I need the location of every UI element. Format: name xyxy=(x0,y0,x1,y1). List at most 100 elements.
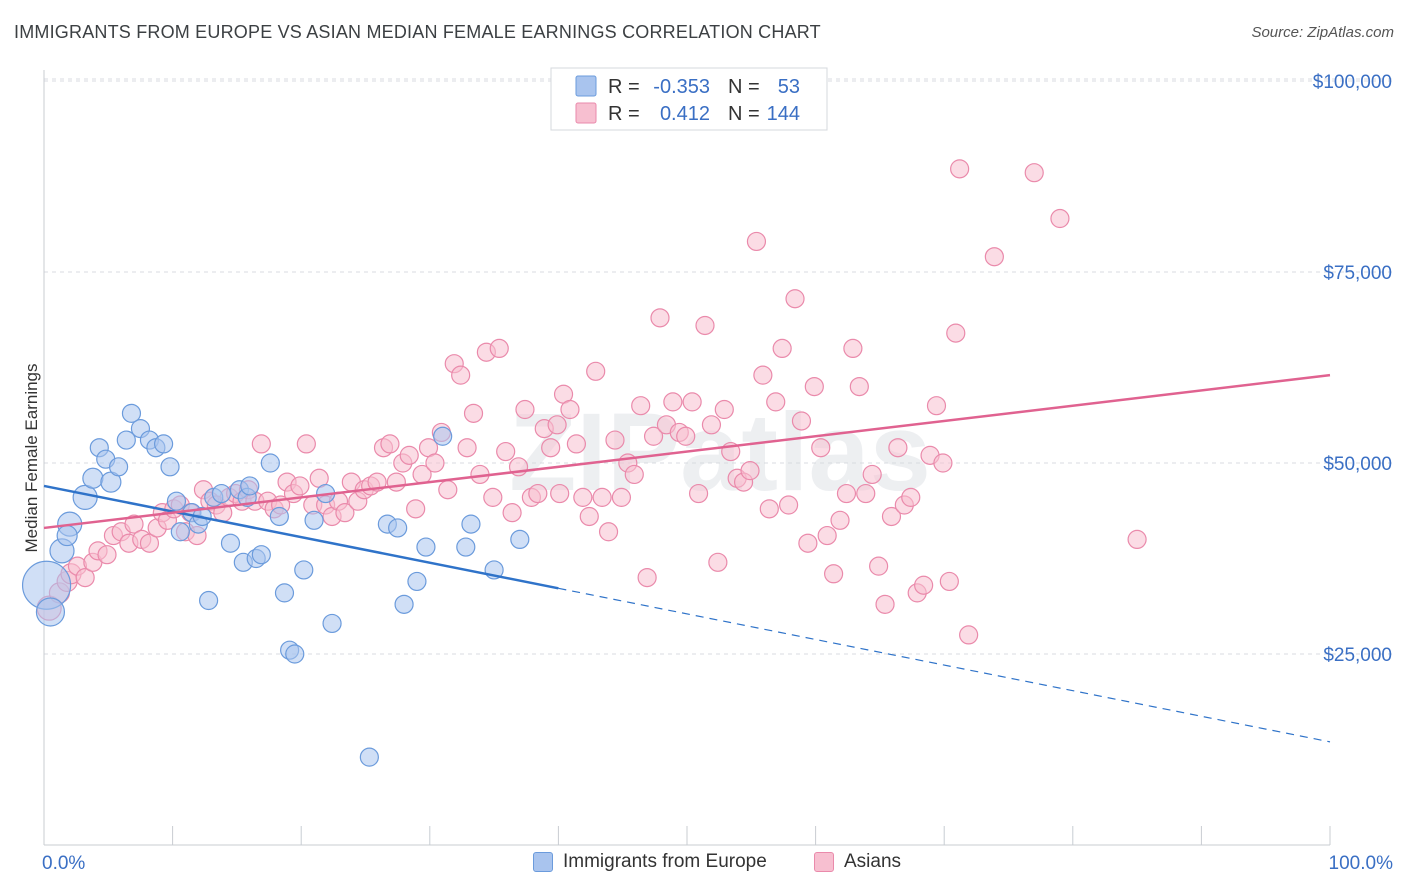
point-asian-39 xyxy=(296,434,316,454)
point-asian-128 xyxy=(869,556,889,576)
point-europe-4 xyxy=(56,524,78,547)
legend-n-label-2: N = xyxy=(728,103,760,125)
y-axis-label: Median Female Earnings xyxy=(22,364,41,553)
series-immigrants-from-europe-points xyxy=(21,403,530,767)
point-asian-123 xyxy=(836,483,857,504)
legend-swatch-immigrants xyxy=(533,852,553,872)
point-asian-143 xyxy=(984,247,1004,267)
point-europe-48 xyxy=(433,426,453,446)
point-europe-18 xyxy=(166,491,187,511)
point-asian-127 xyxy=(862,464,882,485)
point-europe-50 xyxy=(461,514,481,534)
point-asian-78 xyxy=(547,415,567,435)
point-europe-19 xyxy=(170,522,190,542)
point-asian-8 xyxy=(97,545,117,565)
legend-n-value-2: 144 xyxy=(767,103,800,125)
point-asian-12 xyxy=(124,514,144,534)
legend-label-immigrants: Immigrants from Europe xyxy=(563,851,767,872)
point-asian-146 xyxy=(1127,529,1147,550)
point-asian-133 xyxy=(901,487,921,507)
trend-line-europe xyxy=(43,484,559,590)
point-asian-125 xyxy=(849,377,869,397)
point-europe-32 xyxy=(251,545,271,565)
point-asian-81 xyxy=(566,434,587,454)
point-asian-114 xyxy=(778,495,799,515)
point-asian-99 xyxy=(682,392,702,412)
legend-n-value-1: 53 xyxy=(778,76,800,98)
point-asian-102 xyxy=(701,415,722,435)
point-asian-38 xyxy=(290,476,310,496)
point-asian-92 xyxy=(637,567,657,588)
point-europe-1 xyxy=(35,597,66,627)
point-asian-56 xyxy=(406,499,426,519)
point-asian-14 xyxy=(139,533,160,553)
legend-item-immigrants-from-europe: Immigrants from Europe xyxy=(533,851,767,873)
point-asian-120 xyxy=(817,525,837,546)
point-asian-70 xyxy=(496,441,516,462)
point-asian-80 xyxy=(560,399,580,420)
point-europe-34 xyxy=(269,506,289,527)
point-asian-91 xyxy=(631,396,651,416)
point-asian-118 xyxy=(804,377,824,397)
point-asian-82 xyxy=(573,487,593,507)
point-asian-73 xyxy=(515,399,535,420)
point-europe-6 xyxy=(82,467,104,489)
y-tick-label-3: $100,000 xyxy=(1313,72,1392,93)
legend-r-value-1: -0.353 xyxy=(653,76,710,98)
axes xyxy=(43,70,1331,846)
point-asian-88 xyxy=(611,487,632,507)
point-asian-94 xyxy=(650,308,670,328)
x-tick-label-0: 0.0% xyxy=(42,853,85,874)
y-tick-labels: $25,000 $50,000 $75,000 $100,000 xyxy=(1313,72,1392,666)
chart-title: IMMIGRANTS FROM EUROPE VS ASIAN MEDIAN F… xyxy=(14,22,821,42)
point-asian-59 xyxy=(425,453,445,473)
point-asian-32 xyxy=(251,434,271,454)
source-label: Source: ZipAtlas.com xyxy=(1251,24,1394,41)
point-asian-98 xyxy=(676,426,696,446)
point-asian-104 xyxy=(714,399,734,420)
point-asian-113 xyxy=(772,338,792,358)
x-tick-label-1: 100.0% xyxy=(1329,853,1394,874)
point-asian-84 xyxy=(586,361,606,381)
point-asian-117 xyxy=(798,533,818,553)
point-asian-112 xyxy=(766,392,786,412)
point-asian-109 xyxy=(746,231,767,252)
point-asian-135 xyxy=(914,575,934,595)
point-asian-93 xyxy=(643,426,664,446)
point-europe-49 xyxy=(456,537,476,557)
point-europe-42 xyxy=(359,747,379,767)
y-tick-label-2: $75,000 xyxy=(1323,263,1392,284)
point-asian-90 xyxy=(624,464,644,485)
point-asian-86 xyxy=(598,522,619,542)
point-europe-52 xyxy=(510,529,530,550)
point-asian-65 xyxy=(463,403,484,423)
point-asian-83 xyxy=(579,506,599,527)
legend-label-asians: Asians xyxy=(844,851,902,872)
point-europe-12 xyxy=(121,403,142,423)
point-asian-119 xyxy=(811,438,831,458)
legend-n-label-1: N = xyxy=(728,76,760,98)
point-asian-138 xyxy=(933,453,953,473)
point-europe-30 xyxy=(240,476,260,496)
point-asian-108 xyxy=(740,461,760,481)
point-asian-101 xyxy=(695,315,715,336)
legend-swatch-pink xyxy=(575,102,597,124)
point-asian-69 xyxy=(489,338,509,358)
legend-item-asians: Asians xyxy=(814,851,901,873)
point-asian-111 xyxy=(759,499,779,519)
point-asian-124 xyxy=(843,338,863,358)
point-asian-103 xyxy=(708,552,728,572)
bottom-legend: Immigrants from Europe Asians xyxy=(0,851,1406,879)
point-asian-68 xyxy=(483,487,503,507)
point-europe-11 xyxy=(116,430,136,450)
point-asian-71 xyxy=(502,503,522,523)
point-asian-85 xyxy=(592,487,612,507)
point-europe-26 xyxy=(220,533,241,553)
point-asian-52 xyxy=(380,434,400,454)
legend-swatch-asians xyxy=(814,852,834,872)
point-asian-61 xyxy=(438,480,458,500)
point-asian-45 xyxy=(335,503,355,523)
point-asian-129 xyxy=(875,594,895,614)
point-europe-33 xyxy=(260,453,280,473)
point-asian-144 xyxy=(1024,163,1044,183)
